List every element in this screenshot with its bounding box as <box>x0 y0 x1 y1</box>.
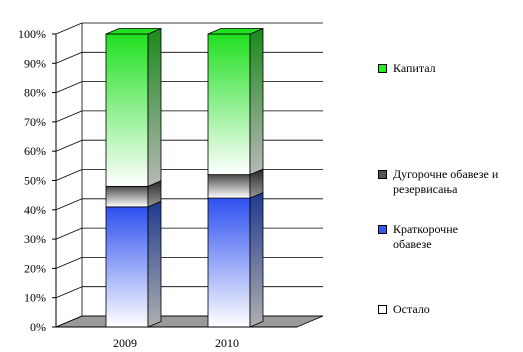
legend-swatch-capital <box>378 64 387 73</box>
gridline-side <box>55 22 83 35</box>
y-tick-label-5: 50% <box>24 174 46 188</box>
legend-item-long-term-liabilities: Дугорочне обавезе и резервисања <box>378 167 523 197</box>
bar-side-capital-2010 <box>249 27 264 176</box>
grid-layer <box>55 22 324 328</box>
legend: Капитал Дугорочне обавезе и резервисања … <box>378 0 523 352</box>
gridline-side <box>55 257 83 269</box>
legend-label-short-term-liabilities: Краткорочне обавезе <box>393 222 458 251</box>
y-tick-label-4: 40% <box>24 203 46 217</box>
y-tick-label-2: 20% <box>24 261 46 275</box>
bar-side-short-term-liabilities-2009 <box>147 200 162 328</box>
y-tick-label-9: 90% <box>24 56 46 70</box>
bar-capital-2010 <box>207 33 251 176</box>
bar-top-2009 <box>105 28 162 35</box>
axis-layer: 2009 2010 0% 10% 20% 30% 40% 50% 60% 70% 80% 90% 100… <box>18 27 297 350</box>
gridline-side <box>55 51 83 64</box>
legend-label-other: Остало <box>393 302 430 316</box>
gridline-side <box>55 81 83 93</box>
legend-swatch-long-term-liabilities <box>378 170 387 179</box>
y-tick-label-1: 10% <box>24 291 46 305</box>
bar-long-term-liabilities-2009 <box>105 185 149 208</box>
gridline-side <box>55 286 83 299</box>
gridline-side <box>55 198 83 211</box>
y-tick-label-6: 60% <box>24 144 46 158</box>
bar-top-2010 <box>207 28 264 35</box>
y-tick-label-7: 70% <box>24 115 46 129</box>
bar-short-term-liabilities-2010 <box>207 197 251 328</box>
gridline-side <box>55 110 83 123</box>
x-tick-label-2010: 2010 <box>215 336 239 350</box>
bar-side-capital-2009 <box>147 27 162 187</box>
bar-long-term-liabilities-2010 <box>207 174 251 199</box>
chart-floor <box>55 315 324 328</box>
y-tick-label-8: 80% <box>24 86 46 100</box>
gridline-side <box>55 315 83 328</box>
y-tick-label-10: 100% <box>18 27 46 41</box>
legend-swatch-short-term-liabilities <box>378 225 387 234</box>
bars-layer <box>105 27 264 328</box>
stacked-bar-chart: 2009 2010 0% 10% 20% 30% 40% 50% 60% 70% 80% 90% 100… <box>18 22 324 350</box>
gridline-side <box>55 227 83 240</box>
bar-short-term-liabilities-2009 <box>105 206 149 328</box>
bar-capital-2009 <box>105 33 149 187</box>
legend-item-short-term-liabilities: Краткорочне обавезе <box>378 222 493 252</box>
legend-label-capital: Капитал <box>393 61 436 75</box>
gridline-side <box>55 169 83 181</box>
legend-item-capital: Капитал <box>378 61 523 76</box>
legend-label-long-term-liabilities: Дугорочне обавезе и резервисања <box>393 167 499 196</box>
y-tick-label-0: 0% <box>30 320 46 334</box>
bar-side-short-term-liabilities-2010 <box>249 191 264 328</box>
legend-item-other: Остало <box>378 302 523 317</box>
gridline-side <box>55 139 83 152</box>
legend-swatch-other <box>378 305 387 314</box>
x-tick-label-2009: 2009 <box>113 336 137 350</box>
y-tick-label-3: 30% <box>24 232 46 246</box>
